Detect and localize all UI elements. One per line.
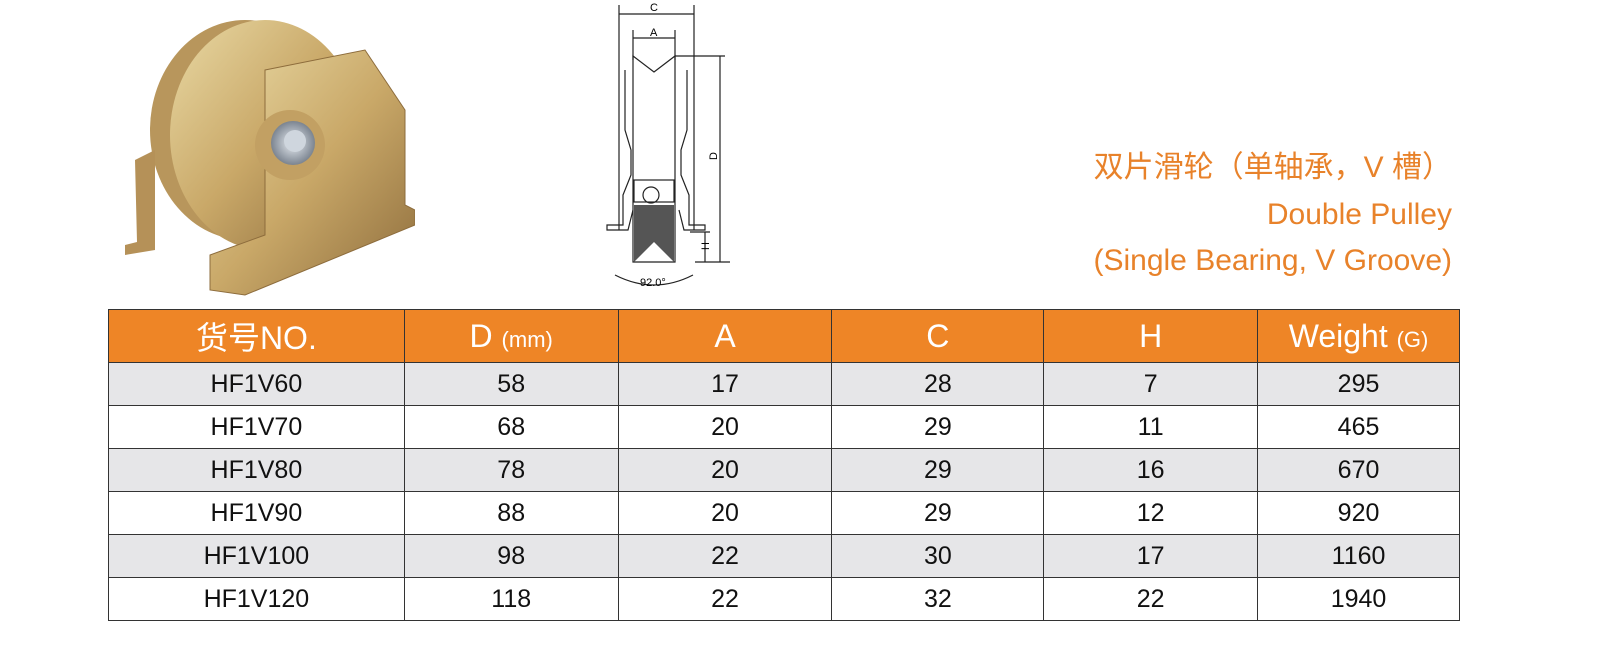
table-row: HF1V120 118 22 32 22 1940 (108, 577, 1460, 621)
table-cell: 118 (403, 577, 619, 621)
table-cell: 295 (1257, 362, 1460, 406)
column-header-label: H (1139, 317, 1163, 354)
table-cell: HF1V120 (108, 577, 405, 621)
table-cell: 29 (831, 491, 1045, 535)
table-cell: HF1V70 (108, 405, 405, 449)
table-cell: HF1V60 (108, 362, 405, 406)
dimension-h-label: H (700, 242, 712, 250)
table-cell: 98 (403, 534, 619, 578)
product-title-en: Double Pulley (1266, 198, 1452, 231)
column-header-label: C (926, 317, 950, 354)
table-cell: 670 (1257, 448, 1460, 492)
table-row: HF1V60 58 17 28 7 295 (108, 362, 1460, 406)
dimension-a-label: A (650, 27, 658, 39)
column-header: C (831, 309, 1045, 363)
table-cell: 22 (617, 577, 833, 621)
table-cell: 32 (831, 577, 1045, 621)
column-header-unit: (G) (1396, 326, 1429, 352)
table-cell: 1940 (1257, 577, 1460, 621)
cross-section-diagram: C A D H 92.0° (606, 2, 730, 289)
product-photo (125, 20, 415, 296)
table-cell: 7 (1043, 362, 1259, 406)
table-cell: 30 (831, 534, 1045, 578)
product-subtitle-en: (Single Bearing, V Groove) (1093, 244, 1452, 277)
product-title-zh: 双片滑轮（单轴承，V 槽） (1093, 151, 1452, 184)
table-cell: 29 (831, 448, 1045, 492)
table-cell: HF1V80 (108, 448, 405, 492)
table-cell: HF1V90 (108, 491, 405, 535)
table-cell: 12 (1043, 491, 1259, 535)
table-cell: 20 (617, 405, 833, 449)
column-header-unit: (mm) (501, 326, 553, 352)
table-cell: 17 (617, 362, 833, 406)
table-cell: 22 (617, 534, 833, 578)
column-header-label: A (714, 317, 736, 354)
table-row: HF1V70 68 20 29 11 465 (108, 405, 1460, 449)
table-cell: 20 (617, 448, 833, 492)
table-cell: 78 (403, 448, 619, 492)
column-header: D (mm) (403, 309, 619, 363)
table-cell: 920 (1257, 491, 1460, 535)
table-cell: 22 (1043, 577, 1259, 621)
table-cell: 16 (1043, 448, 1259, 492)
column-header: Weight (G) (1257, 309, 1460, 363)
table-cell: 20 (617, 491, 833, 535)
table-header-row: 货号NO. D (mm) A C H Weight (G) (108, 309, 1460, 363)
table-cell: 28 (831, 362, 1045, 406)
groove-angle-label: 92.0° (640, 277, 666, 289)
table-cell: 17 (1043, 534, 1259, 578)
dimension-c-label: C (650, 2, 658, 14)
column-header-label: Weight (1288, 317, 1388, 354)
column-header-label: D (469, 317, 493, 354)
column-header: H (1043, 309, 1259, 363)
column-header-label: 货号NO. (195, 320, 317, 356)
column-header: 货号NO. (108, 309, 405, 363)
dimension-d-label: D (708, 152, 720, 160)
table-cell: 29 (831, 405, 1045, 449)
table-row: HF1V100 98 22 30 17 1160 (108, 534, 1460, 578)
spec-table: 货号NO. D (mm) A C H Weight (G) HF1V60 58 17 28 7 29… (108, 309, 1460, 621)
table-cell: 68 (403, 405, 619, 449)
table-cell: 1160 (1257, 534, 1460, 578)
table-row: HF1V80 78 20 29 16 670 (108, 448, 1460, 492)
column-header: A (617, 309, 833, 363)
table-cell: 58 (403, 362, 619, 406)
table-cell: HF1V100 (108, 534, 405, 578)
table-cell: 465 (1257, 405, 1460, 449)
table-row: HF1V90 88 20 29 12 920 (108, 491, 1460, 535)
table-cell: 88 (403, 491, 619, 535)
table-cell: 11 (1043, 405, 1259, 449)
